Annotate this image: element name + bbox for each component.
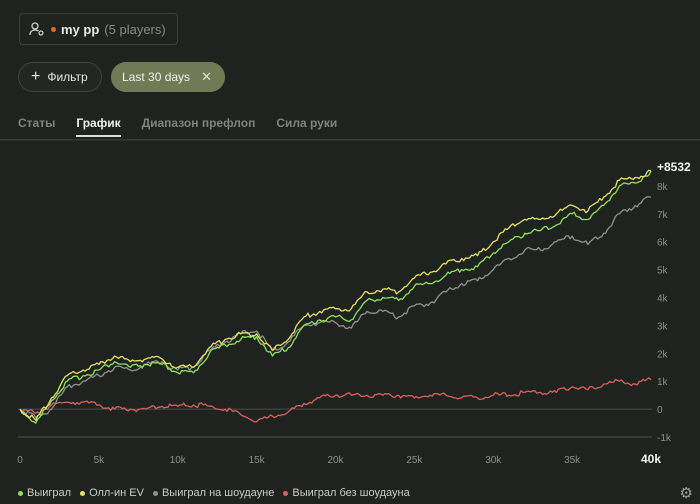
y-tick-label: 2k — [657, 349, 669, 360]
chart-legend: Выиграл Олл-ин EV Выиграл на шоудауне Вы… — [18, 487, 419, 499]
player-name: my pp — [61, 21, 100, 37]
legend-item-won[interactable]: Выиграл — [18, 487, 71, 499]
y-tick-label: 0 — [657, 405, 663, 416]
x-tick-label: 30k — [485, 455, 502, 466]
legend-dot-won — [18, 490, 23, 496]
legend-item-showdown[interactable]: Выиграл на шоудауне — [152, 487, 275, 499]
legend-label-allin-ev: Олл-ин EV — [89, 487, 144, 499]
x-tick-label: 25k — [406, 455, 423, 466]
series-layer — [19, 169, 652, 424]
end-value-label: +8532 — [657, 160, 691, 174]
tab-bar: Статы График Диапазон префлоп Сила руки — [18, 116, 358, 137]
user-settings-icon — [29, 22, 44, 36]
x-tick-label: 15k — [249, 455, 266, 466]
y-tick-label: 7k — [657, 210, 669, 221]
add-filter-label: Фильтр — [47, 70, 88, 84]
legend-dot-non-showdown — [283, 490, 289, 496]
close-icon[interactable]: ✕ — [201, 69, 212, 84]
x-tick-label: 5k — [94, 455, 106, 466]
x-tick-labels: 0 5k 10k 15k 20k 25k 30k 35k 40k — [17, 452, 661, 466]
x-tick-label: 20k — [327, 455, 344, 466]
legend-dot-showdown — [152, 490, 158, 496]
tab-graph[interactable]: График — [76, 116, 121, 137]
y-tick-labels: -1k 0 1k 2k 3k 4k 5k 6k 7k 8k — [657, 182, 672, 444]
add-filter-button[interactable]: + Фильтр — [18, 62, 102, 92]
legend-label-won: Выиграл — [27, 487, 72, 499]
legend-dot-allin-ev — [80, 490, 86, 496]
y-tick-label: 4k — [657, 294, 669, 305]
x-tick-label: 0 — [17, 455, 23, 466]
y-tick-label: 5k — [657, 266, 669, 277]
player-count: (5 players) — [104, 21, 166, 37]
status-dot — [51, 26, 56, 32]
series-line-allin_ev — [19, 169, 652, 421]
date-filter-label: Last 30 days — [122, 70, 191, 84]
player-selector[interactable]: my pp (5 players) — [19, 13, 178, 45]
tab-stats[interactable]: Статы — [18, 116, 56, 130]
y-tick-label: 8k — [657, 182, 669, 193]
y-tick-label: 6k — [657, 238, 669, 249]
profit-chart[interactable]: 0 5k 10k 15k 20k 25k 30k 35k 40k -1k 0 1k 2k 3k 4k 5k 6… — [0, 140, 700, 470]
legend-label-non-showdown: Выиграл без шоудауна — [292, 487, 410, 499]
date-filter-chip[interactable]: Last 30 days ✕ — [111, 62, 225, 92]
legend-item-non-showdown[interactable]: Выиграл без шоудауна — [283, 487, 410, 499]
x-tick-label: 10k — [170, 455, 187, 466]
legend-item-allin-ev[interactable]: Олл-ин EV — [80, 487, 144, 499]
tab-preflop-range[interactable]: Диапазон префлоп — [141, 116, 256, 130]
series-line-won — [19, 170, 652, 424]
y-tick-label: 1k — [657, 377, 669, 388]
gear-icon[interactable]: ⚙ — [679, 485, 693, 502]
plus-icon: + — [31, 68, 41, 85]
x-tick-label: 40k — [641, 452, 661, 466]
tab-hand-strength[interactable]: Сила руки — [276, 116, 338, 130]
x-tick-label: 35k — [564, 455, 581, 466]
series-line-showdown — [19, 196, 652, 419]
legend-label-showdown: Выиграл на шоудауне — [161, 487, 275, 499]
y-tick-label: 3k — [657, 321, 669, 332]
y-tick-label: -1k — [657, 433, 672, 444]
series-line-non_showdown — [19, 377, 652, 423]
